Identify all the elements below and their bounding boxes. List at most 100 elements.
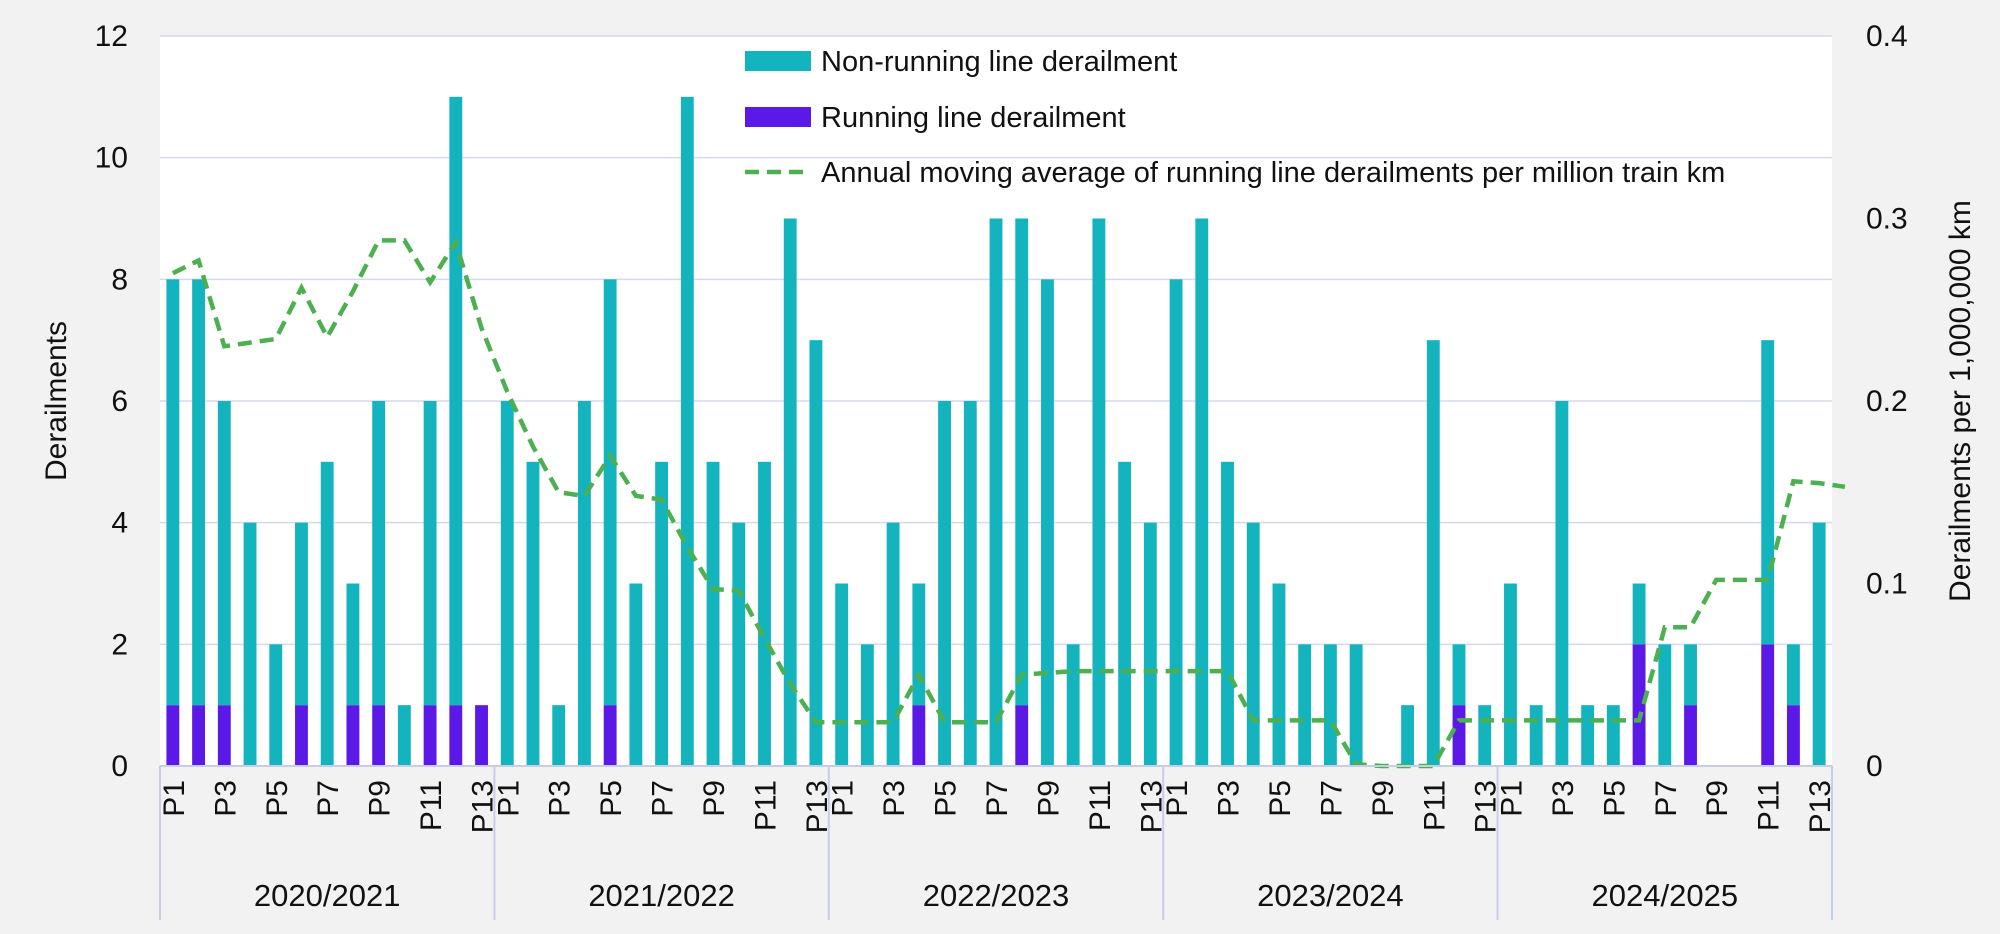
bar-non-running: [1786, 644, 1800, 706]
bar-non-running: [629, 583, 643, 766]
bar-non-running: [783, 218, 797, 766]
bar-non-running: [655, 461, 669, 766]
period-tick-label: P1: [1495, 780, 1528, 817]
bar-non-running: [1066, 644, 1080, 766]
year-label: 2022/2023: [923, 878, 1070, 913]
bar-non-running: [835, 583, 849, 766]
bar-non-running: [1426, 340, 1440, 766]
bar-running: [192, 705, 206, 766]
bar-non-running: [243, 522, 257, 766]
bar-non-running: [1761, 340, 1775, 645]
bar-non-running: [346, 583, 360, 706]
bar-non-running: [1452, 644, 1466, 706]
bar-non-running: [1529, 705, 1543, 766]
period-tick-label: P3: [1547, 780, 1580, 817]
legend-swatch-running: [745, 107, 811, 127]
legend-label-running: Running line derailment: [821, 102, 1126, 134]
right-tick-label: 0: [1866, 750, 1883, 783]
bar-running: [1761, 644, 1775, 766]
period-tick-label: P3: [544, 780, 577, 817]
period-tick-label: P9: [1367, 780, 1400, 817]
bar-non-running: [1401, 705, 1414, 766]
bar-non-running: [912, 583, 926, 706]
left-axis-title: Derailments: [40, 321, 73, 481]
bar-non-running: [1092, 218, 1106, 766]
bar-non-running: [603, 279, 617, 706]
bar-non-running: [1195, 218, 1209, 766]
bar-running: [1632, 644, 1646, 766]
bar-non-running: [1143, 522, 1157, 766]
left-tick-label: 2: [111, 628, 128, 661]
bar-running: [346, 705, 360, 766]
bar-non-running: [938, 401, 951, 766]
period-tick-label: P13: [467, 780, 500, 833]
bar-running: [1786, 705, 1800, 766]
moving-average-path: [171, 236, 1846, 769]
bar-non-running: [192, 279, 206, 706]
period-tick-label: P5: [1264, 780, 1297, 817]
right-tick-label: 0.2: [1866, 385, 1908, 418]
period-tick-label: P9: [1032, 780, 1065, 817]
year-label: 2021/2022: [588, 878, 735, 913]
bar-non-running: [1478, 705, 1492, 766]
period-tick-label: P5: [1598, 780, 1631, 817]
bar-non-running: [963, 401, 977, 766]
bar-non-running: [1118, 461, 1132, 766]
period-tick-label: P3: [209, 780, 242, 817]
bar-non-running: [1272, 583, 1286, 766]
period-tick-label: P7: [647, 780, 680, 817]
legend-label-moving-average: Annual moving average of running line de…: [821, 157, 1725, 189]
left-tick-label: 0: [111, 750, 128, 783]
period-tick-label: P7: [1650, 780, 1683, 817]
bar-non-running: [1684, 644, 1697, 706]
period-tick-label: P11: [1418, 780, 1451, 831]
bar-non-running: [1606, 705, 1620, 766]
period-tick-label: P7: [312, 780, 345, 817]
bar-running: [1684, 705, 1697, 766]
period-tick-label: P5: [595, 780, 628, 817]
bar-non-running: [372, 401, 386, 706]
bar-running: [1015, 705, 1029, 766]
bar-non-running: [886, 522, 900, 766]
bar-running: [1452, 705, 1466, 766]
right-tick-label: 0.1: [1866, 568, 1908, 601]
bar-non-running: [1658, 644, 1672, 766]
bar-running: [166, 705, 180, 766]
left-tick-label: 6: [111, 385, 128, 418]
legend: Non-running line derailment Running line…: [745, 46, 1725, 189]
bar-non-running: [732, 522, 746, 766]
bar-non-running: [989, 218, 1003, 766]
bar-non-running: [706, 461, 720, 766]
bar-running: [423, 705, 437, 766]
bar-non-running: [320, 461, 334, 766]
bar-non-running: [1323, 644, 1337, 766]
legend-swatch-non-running: [745, 51, 811, 71]
period-tick-label: P11: [1753, 780, 1786, 831]
bar-non-running: [217, 401, 231, 706]
bar-non-running: [1298, 644, 1312, 766]
bar-non-running: [1349, 644, 1363, 766]
left-tick-label: 12: [95, 20, 128, 53]
bar-non-running: [809, 340, 823, 766]
period-tick-label: P13: [1470, 780, 1503, 833]
period-tick-label: P9: [698, 780, 731, 817]
year-label: 2023/2024: [1257, 878, 1404, 913]
period-tick-label: P7: [1315, 780, 1348, 817]
period-tick-label: P13: [801, 780, 834, 833]
left-tick-label: 4: [111, 507, 128, 540]
bar-non-running: [1504, 583, 1517, 766]
right-y-axis: 0 0.1 0.2 0.3 0.4: [1866, 20, 1908, 783]
period-tick-label: P11: [415, 780, 448, 831]
period-tick-label: P9: [1701, 780, 1734, 817]
period-tick-label: P7: [981, 780, 1014, 817]
right-tick-label: 0.3: [1866, 203, 1908, 236]
period-tick-label: P11: [1084, 780, 1117, 831]
bar-non-running: [449, 96, 463, 706]
period-tick-label: P1: [158, 780, 191, 817]
legend-label-non-running: Non-running line derailment: [821, 46, 1177, 78]
bar-running: [912, 705, 926, 766]
period-tick-label: P1: [827, 780, 860, 817]
